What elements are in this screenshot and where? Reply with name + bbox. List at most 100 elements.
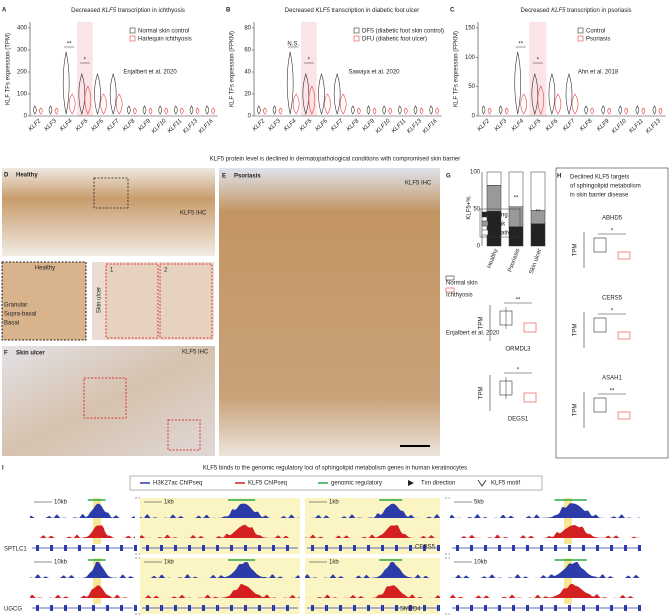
violin — [398, 105, 402, 115]
scale-label: 1kb — [164, 500, 174, 506]
legend-label: Txn direction — [421, 481, 455, 487]
gene-name: UGCG — [4, 607, 22, 613]
violin — [487, 107, 492, 115]
exon — [230, 605, 233, 611]
violin — [624, 107, 629, 115]
violin — [435, 107, 439, 115]
layer-label: Granular — [4, 303, 27, 309]
exon — [470, 605, 473, 611]
violin — [537, 85, 545, 115]
x-tick-label: KLF4 — [511, 118, 526, 133]
violin — [584, 105, 588, 115]
exon — [146, 545, 149, 551]
highlight — [564, 558, 572, 604]
violin — [195, 107, 200, 115]
y-axis-label: KLF TFs expression (FPKM) — [230, 31, 236, 107]
exon — [244, 605, 247, 611]
panel-letter: B — [226, 8, 231, 14]
exon — [423, 605, 426, 611]
x-tick-label: KLF10 — [611, 118, 628, 135]
box — [593, 397, 607, 413]
x-tick-label: KLF9 — [596, 118, 611, 133]
violin — [429, 105, 433, 115]
legend-label: Negative — [490, 231, 514, 237]
significance: ** — [610, 389, 615, 395]
violin — [333, 73, 341, 115]
gene-label: ABHD5 — [602, 216, 623, 222]
panel-title: Decreased KLF5 transcription in ichthyos… — [71, 8, 185, 14]
exon — [174, 605, 177, 611]
exon — [381, 545, 384, 551]
exon — [311, 605, 314, 611]
highlight — [564, 498, 572, 544]
box — [617, 411, 631, 420]
exon — [582, 545, 585, 551]
violin — [180, 107, 184, 115]
exon — [437, 605, 440, 611]
scale-label: 5kb — [474, 500, 484, 506]
citation: Sawaya et al. 2020 — [348, 70, 400, 76]
stack-bar — [486, 171, 502, 186]
gene-label: DEGS1 — [508, 417, 529, 423]
exon — [498, 545, 501, 551]
exon — [568, 545, 571, 551]
exon — [395, 545, 398, 551]
y-tick-label: 20 — [244, 92, 251, 98]
exon — [174, 545, 177, 551]
violin — [339, 93, 347, 115]
highlight — [93, 498, 101, 544]
violin — [590, 107, 594, 115]
y-tick-label: 400 — [17, 26, 28, 32]
y-tick-label: 0 — [472, 114, 476, 120]
gene-name: SPTLC1 — [4, 547, 27, 553]
significance: * — [611, 309, 614, 315]
x-tick-label: KLF8 — [346, 118, 361, 133]
exon — [353, 545, 356, 551]
micrograph — [2, 346, 215, 456]
violin — [404, 107, 408, 115]
exon — [498, 605, 501, 611]
panel-label: Skin ulcer — [16, 351, 45, 357]
x-tick-label: KLF13 — [645, 118, 662, 135]
exon — [188, 605, 191, 611]
x-tick-label: KLF7 — [106, 118, 121, 133]
panel-title: in skin barrier disease — [570, 193, 629, 199]
exon — [134, 605, 137, 611]
exon — [526, 545, 529, 551]
violin — [498, 105, 503, 115]
panel-label: Psoriasis — [234, 174, 261, 180]
x-tick-label: KLF2 — [477, 118, 492, 133]
significance: ** — [516, 298, 521, 304]
y-axis-label: KLF TFs expression (FPKM) — [454, 31, 460, 107]
exon — [311, 545, 314, 551]
exon — [409, 605, 412, 611]
legend-swatch — [577, 35, 584, 42]
citation: Enjalbert et al. 2020 — [446, 331, 500, 337]
title-part: transcription in ichthyosis — [116, 8, 185, 14]
exon — [286, 545, 289, 551]
x-tick-label: KLF16 — [198, 118, 215, 135]
exon — [36, 605, 39, 611]
legend-label: Normal skin — [446, 281, 478, 287]
side-label: Skin ulcer — [97, 287, 103, 313]
y-tick-label: 50 — [473, 207, 480, 213]
legend-symbol — [408, 480, 414, 486]
zoom-region — [305, 498, 440, 554]
coverage-track — [305, 503, 440, 518]
coverage-track — [140, 503, 300, 518]
legend-swatch — [577, 27, 584, 34]
panel-letter: D — [4, 173, 9, 179]
panel-label: Healthy — [16, 173, 38, 179]
violin — [618, 105, 623, 115]
x-tick-label: Healthy — [487, 248, 500, 269]
violin — [62, 51, 70, 115]
violin — [286, 51, 294, 115]
x-tick-label: KLF4 — [283, 118, 298, 133]
exon — [202, 605, 205, 611]
citation: Ahn et al. 2018 — [578, 70, 619, 76]
box — [593, 237, 607, 253]
violin — [413, 105, 418, 115]
legend-label: Weak — [490, 222, 506, 228]
citation: Enjalbert et al. 2020 — [123, 70, 177, 76]
